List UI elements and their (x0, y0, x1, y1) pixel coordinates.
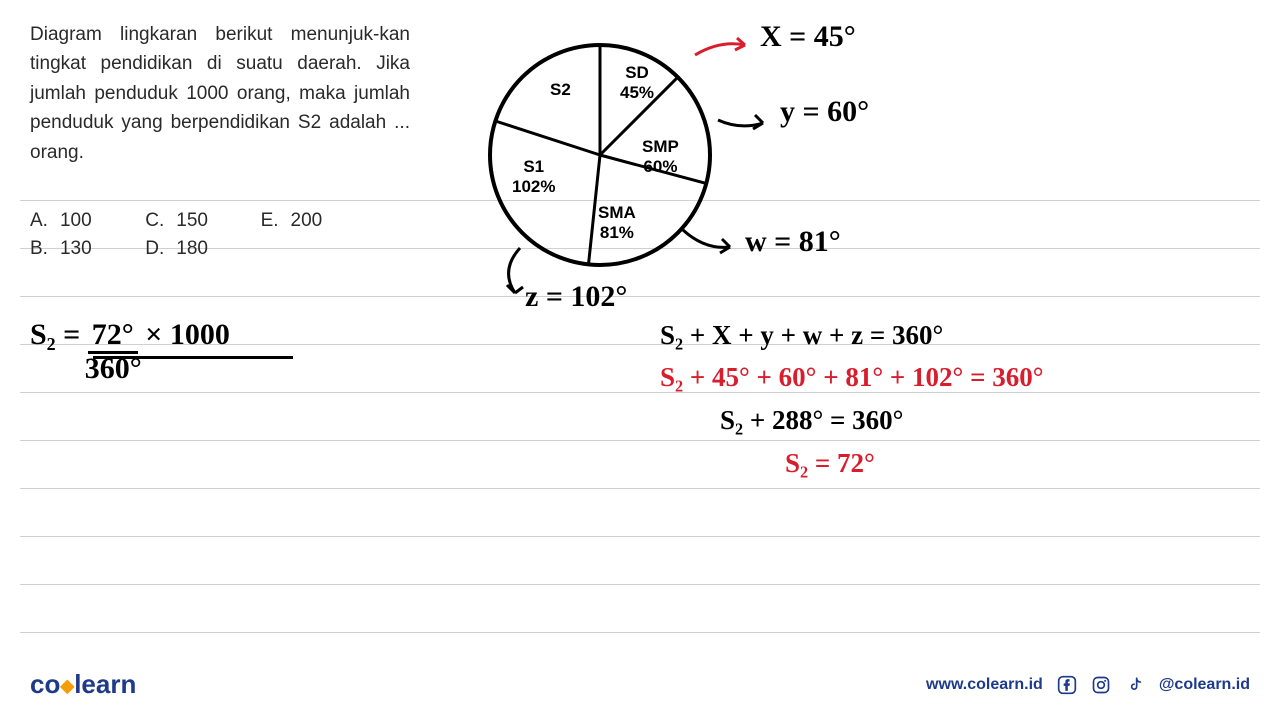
fraction-bar (93, 356, 293, 359)
answer-options: A.100 C.150 E.200 B.130 D.180 (30, 210, 371, 266)
option-c: 150 (176, 210, 208, 231)
option-a: 100 (60, 210, 92, 231)
footer: co◆learn www.colearn.id @colearn.id (30, 669, 1250, 700)
arrow-w (680, 225, 740, 265)
pie-label-sd: SD 45% (620, 63, 654, 102)
work-l-num: 72° (88, 318, 138, 354)
arrow-x (690, 30, 760, 70)
arrow-y (715, 105, 775, 145)
note-x: X = 45° (760, 20, 856, 54)
footer-url: www.colearn.id (926, 676, 1043, 694)
option-d: 180 (176, 238, 208, 259)
note-w: w = 81° (745, 225, 841, 259)
logo-co: co (30, 669, 60, 699)
question-text: Diagram lingkaran berikut menunjuk-kan t… (30, 20, 410, 167)
logo-learn: learn (74, 669, 136, 699)
option-e: 200 (291, 210, 323, 231)
pie-label-s2: S2 (550, 80, 571, 100)
work-l1: S₂ = 72° 360° × 1000 (30, 318, 230, 352)
option-b: 130 (60, 238, 92, 259)
pie-label-s1: S1 102% (512, 157, 555, 196)
work-r2: S₂ + 45° + 60° + 81° + 102° = 360° (660, 362, 1044, 393)
logo: co◆learn (30, 669, 136, 700)
footer-handle: @colearn.id (1159, 676, 1250, 694)
pie-label-smp: SMP 60% (642, 137, 679, 176)
instagram-icon (1091, 675, 1111, 695)
facebook-icon (1057, 675, 1077, 695)
logo-dot-icon: ◆ (60, 676, 74, 696)
note-y: y = 60° (780, 95, 869, 129)
pie-label-sma: SMA 81% (598, 203, 636, 242)
tiktok-icon (1125, 675, 1145, 695)
work-r1: S₂ + X + y + w + z = 360° (660, 320, 943, 351)
work-r3: S₂ + 288° = 360° (720, 405, 903, 436)
work-r4: S₂ = 72° (785, 448, 875, 479)
note-z: z = 102° (525, 280, 627, 314)
